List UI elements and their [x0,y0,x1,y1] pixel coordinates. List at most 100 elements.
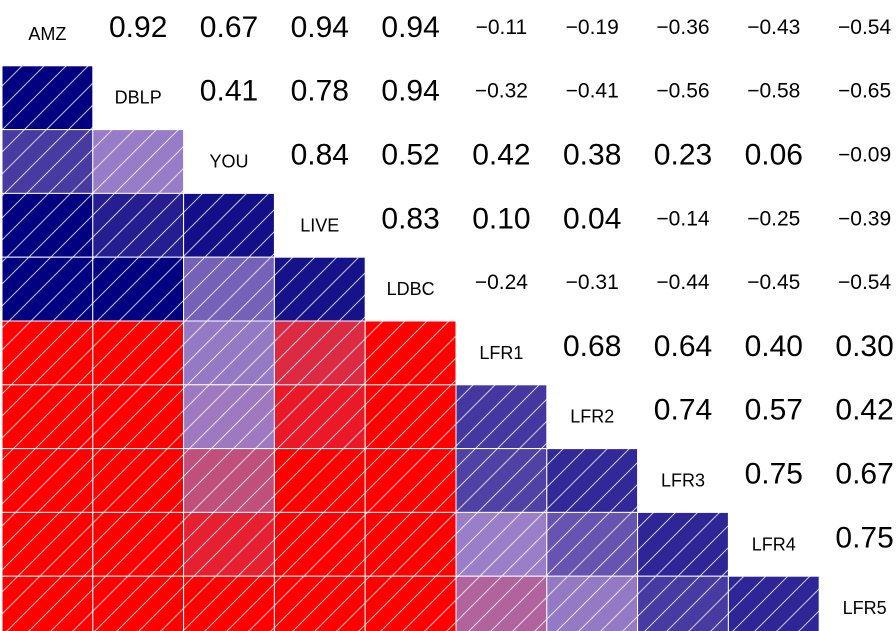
cell-hatch-LFR3-LFR2 [546,448,638,513]
cell-hatch-DBLP-AMZ [2,65,93,130]
cell-hatch-LFR4-LDBC [365,512,456,577]
cell-hatch-LFR3-DBLP [92,448,184,513]
value-AMZ-LIVE: 0.94 [291,11,349,44]
value-YOU-LFR4: 0.06 [745,139,803,172]
cell-hatch-YOU-DBLP [92,129,184,194]
cell-hatch-LFR1-LDBC [365,321,456,385]
value-LFR2-LFR4: 0.57 [745,394,803,427]
value-AMZ-LDBC: 0.94 [381,11,439,44]
value-DBLP-LFR2: −0.41 [566,80,619,103]
diagonal-label-lfr4: LFR4 [752,534,796,554]
value-DBLP-LFR1: −0.32 [475,80,528,103]
cell-hatch-LFR5-LFR4 [728,576,820,631]
cell-hatch-LFR1-DBLP [92,321,184,385]
value-LFR3-LFR4: 0.75 [745,458,803,491]
cell-hatch-LDBC-LIVE [274,257,366,321]
cell-hatch-LFR4-LFR3 [637,512,729,577]
cell-hatch-LFR3-YOU [183,448,275,513]
cell-hatch-YOU-AMZ [2,129,93,194]
value-DBLP-LFR5: −0.65 [838,80,891,103]
value-LFR4-LFR5: 0.75 [835,521,893,554]
value-LDBC-LFR2: −0.31 [566,271,619,294]
cell-hatch-LFR3-AMZ [2,448,93,513]
cell-hatch-LFR1-YOU [183,321,275,385]
cell-hatch-LFR1-LIVE [274,321,366,385]
cell-hatch-LDBC-AMZ [2,257,93,321]
cell-hatch-LIVE-AMZ [2,193,93,258]
value-AMZ-LFR5: −0.54 [838,16,891,39]
cell-hatch-LFR5-LDBC [365,576,456,631]
diagonal-label-amz: AMZ [28,24,66,44]
value-YOU-LFR2: 0.38 [563,139,621,172]
diagonal-labels: AMZ DBLP YOU LIVE LDBC LFR1 LFR2 LFR3 LFR4 LFR5 [28,24,886,618]
cell-hatch-LFR2-LDBC [365,384,456,449]
value-LIVE-LFR1: 0.10 [472,202,530,235]
value-DBLP-LIVE: 0.78 [291,75,349,108]
diagonal-label-lfr5: LFR5 [843,598,887,618]
diagonal-label-lfr1: LFR1 [479,343,523,363]
cell-hatch-LFR4-DBLP [92,512,184,577]
value-YOU-LFR1: 0.42 [472,139,530,172]
value-YOU-LIVE: 0.84 [291,139,349,172]
cell-hatch-LFR4-AMZ [2,512,93,577]
cell-hatch-LFR3-LFR1 [456,448,547,513]
cell-hatch-LFR5-LIVE [274,576,366,631]
diagonal-label-live: LIVE [300,215,339,235]
value-YOU-LFR3: 0.23 [654,139,712,172]
value-AMZ-LFR3: −0.36 [656,16,709,39]
value-DBLP-LFR3: −0.56 [656,80,709,103]
upper-triangle-values: 0.92 0.67 0.94 0.94 −0.11 −0.19 −0.36 −0.43 −0.5… [109,11,894,554]
cell-hatch-LFR4-LFR2 [546,512,638,577]
diagonal-label-lfr2: LFR2 [570,407,614,427]
value-LFR2-LFR5: 0.42 [835,394,893,427]
cell-hatch-LFR5-DBLP [92,576,184,631]
value-AMZ-LFR4: −0.43 [747,16,800,39]
value-AMZ-DBLP: 0.92 [109,11,167,44]
value-AMZ-LFR1: −0.11 [476,16,528,39]
cell-hatch-LFR2-YOU [183,384,275,449]
cell-hatch-LDBC-YOU [183,257,275,321]
cell-hatch-LFR2-LIVE [274,384,366,449]
diagonal-label-lfr3: LFR3 [661,471,705,491]
cell-hatch-LFR5-YOU [183,576,275,631]
value-LFR1-LFR5: 0.30 [835,330,893,363]
cell-hatch-LFR3-LIVE [274,448,366,513]
cell-hatch-LIVE-YOU [183,193,275,258]
value-LIVE-LDBC: 0.83 [381,202,439,235]
value-DBLP-LFR4: −0.58 [747,80,800,103]
cell-hatch-LFR5-LFR2 [546,576,638,631]
value-YOU-LFR5: −0.09 [838,144,891,167]
value-DBLP-YOU: 0.41 [200,75,258,108]
cell-hatch-LFR4-LFR1 [456,512,547,577]
value-LFR1-LFR2: 0.68 [563,330,621,363]
value-LDBC-LFR5: −0.54 [838,271,891,294]
diagonal-label-dblp: DBLP [115,88,162,108]
cell-hatch-LFR2-LFR1 [456,384,547,449]
value-LFR1-LFR3: 0.64 [654,330,712,363]
value-LIVE-LFR2: 0.04 [563,202,621,235]
cell-hatch-LFR1-AMZ [2,321,93,385]
diagonal-label-you: YOU [209,152,248,172]
value-LIVE-LFR3: −0.14 [656,207,709,230]
cell-hatch-LFR5-LFR3 [637,576,729,631]
cell-hatch-LFR2-AMZ [2,384,93,449]
value-LIVE-LFR5: −0.39 [838,207,891,230]
value-LDBC-LFR3: −0.44 [656,271,709,294]
value-LDBC-LFR4: −0.45 [747,271,800,294]
cell-hatch-LFR3-LDBC [365,448,456,513]
lower-triangle-cells [1,65,820,631]
cell-hatch-LFR2-DBLP [92,384,184,449]
value-LIVE-LFR4: −0.25 [747,207,800,230]
cell-hatch-LIVE-DBLP [92,193,184,258]
value-YOU-LDBC: 0.52 [381,139,439,172]
cell-hatch-LFR4-YOU [183,512,275,577]
value-LFR2-LFR3: 0.74 [654,394,712,427]
diagonal-label-ldbc: LDBC [387,279,435,299]
value-LFR1-LFR4: 0.40 [745,330,803,363]
value-DBLP-LDBC: 0.94 [381,75,439,108]
cell-hatch-LFR5-LFR1 [456,576,547,631]
cell-hatch-LDBC-DBLP [92,257,184,321]
value-LFR3-LFR5: 0.67 [835,458,893,491]
cell-hatch-LFR5-AMZ [2,576,93,631]
